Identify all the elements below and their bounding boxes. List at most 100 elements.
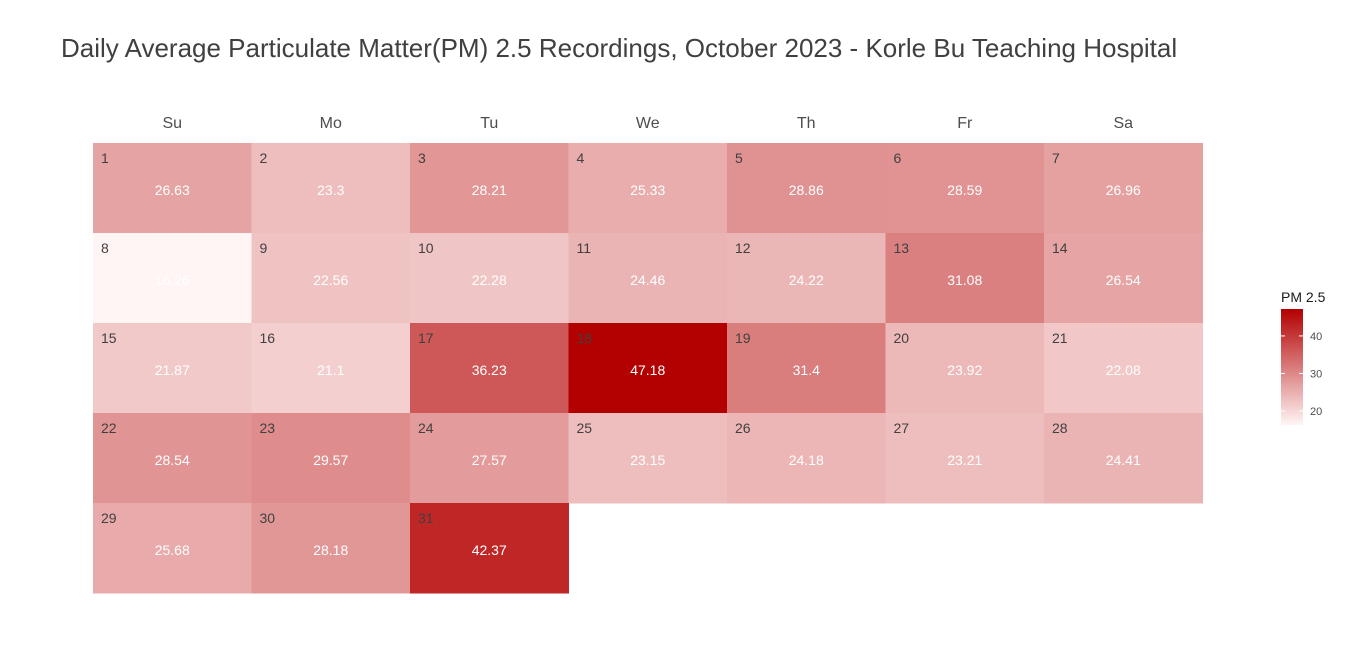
- calendar-cell: 628.59: [885, 143, 1045, 234]
- day-number: 16: [260, 330, 276, 346]
- day-number: 22: [101, 420, 117, 436]
- day-number: 20: [894, 330, 910, 346]
- calendar-cell: 27 23.21: [885, 413, 1045, 504]
- calendar-cell: 16 21.1: [251, 323, 411, 414]
- cell-value: 24.22: [789, 272, 824, 288]
- calendar-cell: 726.96: [1044, 143, 1203, 234]
- weekday-label: Tu: [480, 115, 498, 132]
- legend-tick-label: 20: [1310, 406, 1322, 418]
- day-number: 24: [418, 420, 434, 436]
- cell-value: 31.08: [947, 272, 982, 288]
- day-number: 19: [735, 330, 751, 346]
- cell-value: 21.87: [155, 362, 190, 378]
- cell-value: 36.23: [472, 362, 507, 378]
- calendar-cell: 30 28.18: [251, 503, 411, 594]
- day-number: 29: [101, 510, 117, 526]
- calendar-cell: 24 27.57: [410, 413, 569, 504]
- cell-value: 26.96: [1106, 182, 1141, 198]
- cell-tile: [885, 233, 1045, 324]
- day-number: 4: [577, 150, 585, 166]
- calendar-cell: 26 24.18: [727, 413, 886, 504]
- weekday-label: Sa: [1113, 115, 1133, 132]
- day-number: 25: [577, 420, 593, 436]
- day-number: 3: [418, 150, 426, 166]
- legend-tick-label: 40: [1310, 331, 1322, 343]
- calendar-cell: 17 36.23: [410, 323, 569, 414]
- cell-tile: [251, 323, 411, 414]
- legend-title: PM 2.5: [1281, 289, 1326, 305]
- cell-tile: [727, 143, 886, 234]
- calendar-cell: 15 21.87: [93, 323, 252, 414]
- calendar-cell: 18 47.18: [568, 323, 728, 414]
- cell-tile: [727, 323, 886, 414]
- day-number: 28: [1052, 420, 1068, 436]
- calendar-cell: 11 24.46: [568, 233, 728, 324]
- calendar-cell: 20 23.92: [885, 323, 1045, 414]
- cell-tile: [568, 143, 728, 234]
- calendar-cell: 13 31.08: [885, 233, 1045, 324]
- cell-value: 16.26: [155, 272, 190, 288]
- day-number: 31: [418, 510, 434, 526]
- cell-tile: [1044, 233, 1203, 324]
- cell-value: 31.4: [793, 362, 820, 378]
- cell-tile: [410, 503, 569, 594]
- day-number: 17: [418, 330, 434, 346]
- cell-value: 26.54: [1106, 272, 1141, 288]
- chart-title: Daily Average Particulate Matter(PM) 2.5…: [61, 33, 1178, 63]
- calendar-cell: 816.26: [93, 233, 252, 324]
- day-number: 27: [894, 420, 910, 436]
- cell-value: 28.59: [947, 182, 982, 198]
- day-number: 10: [418, 240, 434, 256]
- cell-value: 28.86: [789, 182, 824, 198]
- calendar-cell: 223.3: [251, 143, 411, 234]
- cell-value: 22.28: [472, 272, 507, 288]
- cell-value: 29.57: [313, 452, 348, 468]
- day-number: 2: [260, 150, 268, 166]
- cell-tile: [1044, 323, 1203, 414]
- cell-value: 24.41: [1106, 452, 1141, 468]
- calendar-cell: 12 24.22: [727, 233, 886, 324]
- cell-tile: [93, 143, 252, 234]
- day-number: 7: [1052, 150, 1060, 166]
- calendar-cell: 28 24.41: [1044, 413, 1203, 504]
- cell-tile: [885, 413, 1045, 504]
- calendar-cell: 14 26.54: [1044, 233, 1203, 324]
- calendar-cell: 10 22.28: [410, 233, 569, 324]
- legend-colorbar: [1281, 309, 1303, 425]
- day-number: 11: [577, 240, 592, 256]
- weekday-label: We: [636, 115, 660, 132]
- day-number: 9: [260, 240, 268, 256]
- day-number: 8: [101, 240, 109, 256]
- calendar-cell: 328.21: [410, 143, 569, 234]
- calendar-cell: 22 28.54: [93, 413, 252, 504]
- cell-tile: [93, 503, 252, 594]
- cell-value: 22.56: [313, 272, 348, 288]
- cell-tile: [568, 413, 728, 504]
- day-number: 1: [101, 150, 109, 166]
- calendar-grid: 126.63223.3328.21425.33528.86628.59726.9…: [93, 143, 1203, 594]
- day-number: 30: [260, 510, 276, 526]
- calendar-cell: 25 23.15: [568, 413, 728, 504]
- cell-tile: [727, 233, 886, 324]
- cell-value: 28.18: [313, 542, 348, 558]
- cell-tile: [251, 503, 411, 594]
- cell-value: 25.68: [155, 542, 190, 558]
- cell-value: 21.1: [317, 362, 344, 378]
- cell-tile: [1044, 413, 1203, 504]
- cell-value: 42.37: [472, 542, 507, 558]
- legend-tick-label: 30: [1310, 368, 1322, 380]
- cell-value: 23.21: [947, 452, 982, 468]
- cell-value: 23.92: [947, 362, 982, 378]
- weekday-label: Mo: [320, 115, 342, 132]
- cell-value: 23.3: [317, 182, 344, 198]
- cell-value: 26.63: [155, 182, 190, 198]
- day-number: 18: [577, 330, 593, 346]
- cell-value: 27.57: [472, 452, 507, 468]
- cell-value: 28.21: [472, 182, 507, 198]
- cell-tile: [568, 233, 728, 324]
- cell-tile: [251, 233, 411, 324]
- cell-value: 24.46: [630, 272, 665, 288]
- weekday-label: Th: [797, 115, 816, 132]
- cell-tile: [93, 323, 252, 414]
